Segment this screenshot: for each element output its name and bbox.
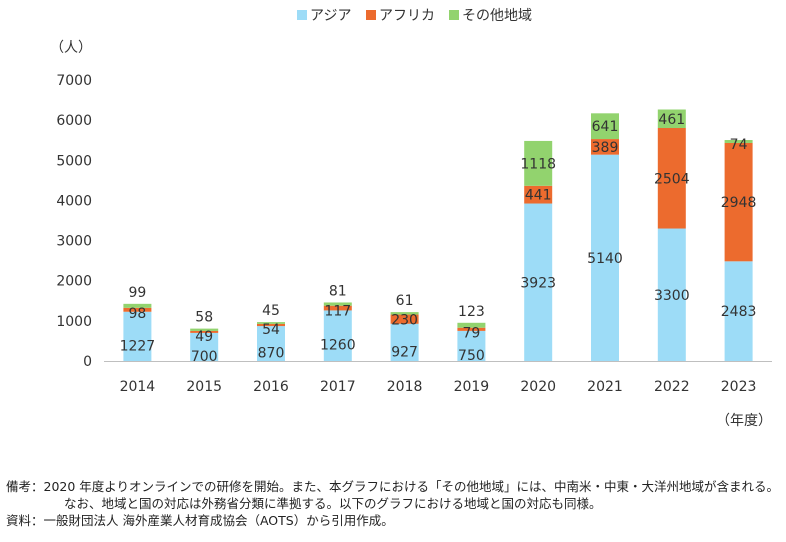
x-tick-label: 2023	[721, 379, 757, 395]
data-label: 117	[324, 304, 351, 320]
bar-segment-other	[257, 322, 285, 324]
y-tick-label: 2000	[56, 274, 92, 290]
y-tick-label: 4000	[56, 193, 92, 209]
data-label: 74	[730, 137, 748, 153]
legend-label: アフリカ	[379, 8, 435, 24]
y-tick-label: 7000	[56, 73, 92, 89]
x-tick-label: 2015	[186, 379, 222, 395]
data-label: 461	[658, 112, 685, 128]
bar-segment-other	[724, 140, 753, 143]
data-label: 230	[391, 313, 418, 329]
data-label: 5140	[587, 251, 623, 267]
data-label: 750	[458, 348, 485, 364]
data-label: 54	[262, 322, 280, 338]
x-tick-label: 2019	[454, 379, 490, 395]
data-label: 700	[191, 349, 218, 365]
x-tick-label: 2018	[387, 379, 423, 395]
data-label: 2483	[721, 304, 757, 320]
data-label: 45	[262, 303, 280, 319]
bar-segment-other	[657, 109, 686, 129]
bar-segment-africa	[657, 128, 686, 229]
bar-segment-asia	[457, 330, 486, 361]
x-tick-label: 2020	[520, 379, 556, 395]
data-label: 1118	[520, 156, 556, 172]
legend-label: その他地域	[462, 8, 532, 24]
bar-segment-africa	[190, 330, 219, 333]
x-axis-label: （年度）	[716, 413, 772, 429]
legend-label: アジア	[310, 8, 351, 24]
data-label: 81	[329, 283, 347, 299]
data-label: 441	[525, 188, 552, 204]
x-tick-label: 2017	[320, 379, 356, 395]
y-tick-label: 1000	[56, 314, 92, 330]
legend-swatch	[297, 10, 307, 20]
data-label: 79	[462, 326, 480, 342]
bar-segment-africa	[390, 314, 419, 324]
y-tick-label: 6000	[56, 113, 92, 129]
bar-segment-asia	[257, 326, 285, 361]
x-axis: 2014 2015 2016 2017 2018 2019 2020 2021 2022 2023	[120, 379, 757, 395]
data-label: 389	[592, 140, 619, 156]
bar-segment-other	[524, 140, 553, 186]
data-label: 58	[195, 310, 213, 326]
bar-segment-asia	[724, 261, 753, 361]
data-label: 61	[396, 293, 414, 309]
bar-segment-asia	[123, 311, 152, 361]
data-label: 2504	[654, 171, 690, 187]
data-label: 99	[128, 285, 146, 301]
bar-segment-asia	[591, 154, 619, 361]
note-remarks: 備考：2020 年度よりオンラインでの研修を開始。また、本グラフにおける「その他…	[6, 479, 780, 494]
bar-segment-other	[190, 328, 219, 331]
data-label: 641	[592, 119, 619, 135]
bar-segment-asia	[190, 332, 219, 361]
bar-segment-africa	[524, 185, 553, 204]
y-axis: 0 1000 2000 3000 4000 5000 6000 7000	[56, 73, 92, 370]
bar-segment-other	[591, 113, 619, 140]
bar-segment-africa	[591, 139, 619, 155]
x-tick-label: 2021	[587, 379, 623, 395]
data-label: 49	[195, 329, 213, 345]
bar-segment-asia	[524, 203, 553, 361]
bar-segment-other	[457, 322, 486, 328]
chart-legend: アジア アフリカ その他地域	[297, 8, 532, 24]
bar-segment-africa	[123, 307, 152, 312]
bar-segment-asia	[657, 228, 686, 361]
bar-segment-other	[123, 303, 152, 308]
data-label: 98	[128, 306, 146, 322]
bar-segment-africa	[323, 305, 352, 311]
legend-swatch	[449, 10, 459, 20]
x-tick-label: 2016	[253, 379, 289, 395]
data-label: 870	[258, 346, 285, 362]
x-tick-label: 2014	[120, 379, 156, 395]
bar-segment-asia	[323, 310, 352, 361]
data-label: 123	[458, 304, 485, 320]
bar-segment-asia	[390, 323, 419, 361]
notes-block: 備考：2020 年度よりオンラインでの研修を開始。また、本グラフにおける「その他…	[6, 478, 779, 529]
bar-segment-africa	[257, 323, 285, 327]
x-tick-label: 2022	[654, 379, 690, 395]
data-label: 1227	[120, 338, 156, 354]
bar-segment-other	[390, 312, 419, 315]
y-tick-label: 5000	[56, 153, 92, 169]
data-label: 2948	[721, 195, 757, 211]
data-label: 3300	[654, 288, 690, 304]
data-label: 927	[391, 344, 418, 360]
bar-segment-africa	[724, 142, 753, 262]
y-axis-label: （人）	[50, 40, 92, 56]
legend-swatch	[366, 10, 376, 20]
bar-segment-africa	[457, 327, 486, 331]
note-source: 資料：一般財団法人 海外産業人材育成協会（AOTS）から引用作成。	[6, 513, 394, 528]
bar-segment-other	[323, 302, 352, 306]
bars-group: 1227 98 99 700 49 58 870 54 45 1260 117 81 927 230 61 7…	[120, 109, 757, 365]
y-tick-label: 0	[83, 354, 92, 370]
stacked-bar-chart: アジア アフリカ その他地域 （人） 0 1000 2000 3000 4000 5000 60…	[50, 8, 772, 429]
note-remarks-continued: なお、地域と国の対応は外務省分類に準拠する。以下のグラフにおける地域と国の対応も…	[64, 496, 602, 511]
y-tick-label: 3000	[56, 234, 92, 250]
data-label: 1260	[320, 338, 356, 354]
data-label: 3923	[520, 275, 556, 291]
